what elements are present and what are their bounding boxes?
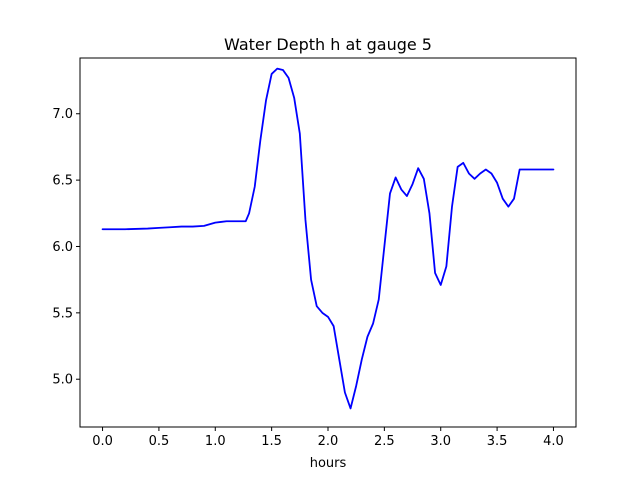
- x-tick-label: 4.0: [543, 434, 564, 449]
- x-axis-label: hours: [310, 456, 347, 471]
- x-tick-label: 1.0: [205, 434, 226, 449]
- chart-title: Water Depth h at gauge 5: [224, 35, 432, 54]
- x-tick-label: 0.0: [92, 434, 113, 449]
- x-tick-label: 2.0: [318, 434, 339, 449]
- x-tick-label: 3.5: [487, 434, 508, 449]
- x-tick-label: 1.5: [261, 434, 282, 449]
- plot-area: 0.0 0.5 1.0 1.5 2.0 2.5 3.0 3.5 4.0 5.0 5.5 6.0 6.5 7…: [52, 57, 577, 449]
- y-tick-label: 6.0: [52, 240, 73, 255]
- y-tick-label: 5.0: [52, 373, 73, 388]
- series-line-0: [101, 67, 555, 410]
- y-tick-label: 7.0: [52, 107, 73, 122]
- x-tick-label: 3.0: [430, 434, 451, 449]
- x-tick-label: 2.5: [374, 434, 395, 449]
- y-tick-label: 5.5: [52, 306, 73, 321]
- y-tick-label: 6.5: [52, 174, 73, 189]
- x-tick-label: 0.5: [149, 434, 170, 449]
